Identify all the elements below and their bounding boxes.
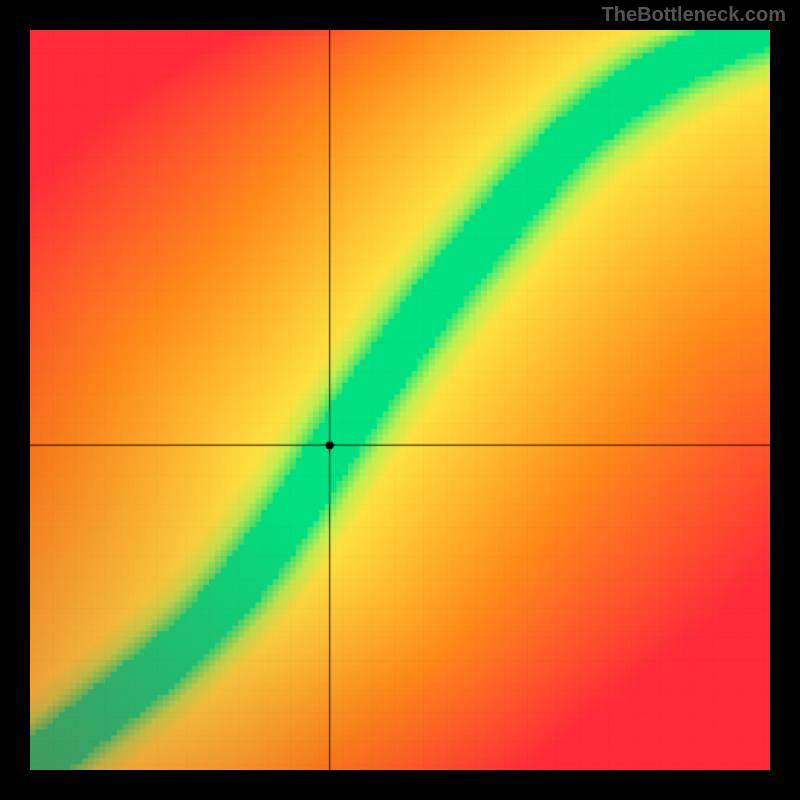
- watermark-text: TheBottleneck.com: [602, 4, 786, 27]
- heatmap-plot: [30, 30, 770, 770]
- chart-container: TheBottleneck.com: [0, 0, 800, 800]
- heatmap-canvas: [30, 30, 770, 770]
